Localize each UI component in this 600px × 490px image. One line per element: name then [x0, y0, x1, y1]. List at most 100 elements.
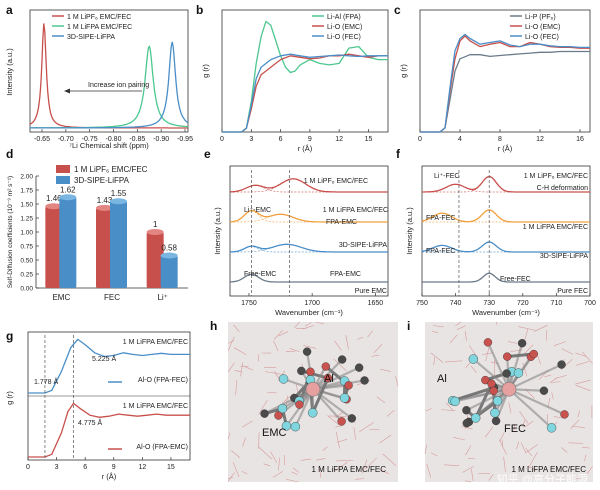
annotation: Free-FEC [500, 276, 531, 283]
panel-letter: d [6, 147, 13, 161]
series-line [222, 53, 388, 133]
solvent-bond [576, 361, 590, 366]
solvent-bond [524, 328, 529, 341]
solvent-bond [227, 362, 235, 373]
atom [337, 355, 347, 364]
annotation: 1.778 Å [34, 377, 58, 386]
solvent-bond [468, 458, 476, 460]
solvent-bond [499, 439, 507, 455]
solvent-bond [525, 420, 534, 427]
solvent-bond [273, 340, 279, 352]
solvent-bond [240, 362, 244, 377]
annotation: C-H deformation [537, 185, 588, 192]
plot-frame [221, 9, 389, 133]
x-axis-label: r (Å) [298, 144, 313, 153]
solvent-bond [365, 457, 377, 470]
annotation: 5.225 Å [92, 354, 116, 363]
legend-swatch [56, 176, 70, 184]
solvent-bond [425, 408, 432, 412]
solvent-bond [334, 340, 342, 351]
solvent-bond [241, 470, 248, 475]
annotation: 1 M LiPF₆ EMC/FEC [524, 173, 588, 180]
x-tick-label: 3 [249, 136, 253, 143]
bond [486, 341, 511, 390]
bond [312, 388, 353, 420]
solvent-bond [371, 354, 380, 357]
solvent-bond [501, 440, 503, 447]
solvent-bond [263, 463, 271, 467]
x-tick-label: 3 [55, 464, 59, 471]
solvent-bond [289, 348, 300, 353]
solvent-bond [537, 355, 541, 365]
panel-c: c g (r) 0 4 8 12 16 r (Å) Li-P (PF₆) Li-O (EMC) Li… [394, 3, 591, 153]
solvent-bond [380, 368, 391, 372]
atom [513, 368, 524, 378]
solvent-bond [516, 441, 520, 450]
solvent-bond [227, 432, 231, 440]
panel-letter: i [407, 319, 410, 333]
atom [302, 347, 312, 356]
solvent-bond [586, 466, 593, 475]
x-tick-label: 740 [450, 300, 462, 307]
fit-peak [230, 243, 388, 253]
panel-letter: g [6, 329, 13, 343]
solvent-bond [232, 462, 240, 478]
atom [546, 423, 557, 433]
solvent-bond [533, 325, 548, 332]
solvent-bond [227, 339, 235, 344]
fit-peak [422, 209, 590, 223]
arrow-head [64, 88, 70, 94]
annotation: Al [324, 373, 334, 385]
solvent-bond [471, 468, 474, 481]
y-axis-label: Intensity (a.u.) [5, 48, 14, 96]
x-tick-label: 6 [279, 136, 283, 143]
solvent-bond [544, 374, 552, 378]
solvent-bond [231, 450, 241, 459]
bar-top [160, 252, 178, 259]
al-atom [501, 381, 517, 397]
atom [450, 396, 460, 407]
solvent-bond [233, 347, 247, 356]
fit-peak [230, 178, 388, 193]
annotation: FPA-FEC [426, 215, 455, 222]
atom [308, 408, 318, 418]
solvent-bond [503, 456, 506, 472]
y-axis-label: g (r) [399, 64, 408, 78]
solvent-bond [433, 356, 436, 366]
x-tick-label: 12 [138, 464, 146, 471]
annotation: Al-O (FPA-EMC) [136, 444, 188, 451]
solvent-bond [336, 460, 354, 462]
fit-peak [422, 241, 590, 253]
bond [300, 369, 329, 380]
atom [278, 374, 289, 384]
y-tick-label: 1.50 [20, 202, 33, 209]
solvent-bond [444, 360, 463, 363]
annotation: 1 M LiPF₆ EMC/FEC [304, 178, 368, 185]
bond [472, 358, 510, 391]
bond [508, 388, 565, 416]
bond [312, 366, 360, 391]
bar-top [146, 229, 164, 235]
x-tick-label: 1700 [304, 300, 320, 307]
fit-peak [422, 272, 590, 283]
solvent-bond [553, 416, 562, 419]
atom [489, 386, 498, 396]
legend-swatch [56, 165, 70, 173]
solvent-bond [302, 325, 314, 330]
x-tick-label: 0 [26, 464, 30, 471]
x-axis-label: r (Å) [498, 144, 513, 153]
watermark: 知乎 @高分子能源 [497, 472, 588, 486]
panel-e: e Intensity (a.u.) 1750 1700 1650 Wavenumber … [204, 147, 389, 317]
x-tick-label: 15 [167, 464, 175, 471]
panel-a: a Intensity (a.u.) -0.65 -0.70 -0.75 -0.80 -0.… [5, 3, 193, 150]
annotation: Li⁺-FEC [434, 173, 459, 180]
solvent-bond [227, 477, 234, 479]
series-line [28, 402, 190, 458]
panel-h: h Al EMC 1 M LiFPA EMC/FEC [210, 319, 399, 483]
atom [539, 386, 549, 395]
panel-letter: b [196, 3, 203, 17]
annotation: 3D-SIPE-LiFPA [540, 253, 588, 260]
fit-peak [230, 213, 388, 223]
solvent-bond [550, 378, 557, 383]
